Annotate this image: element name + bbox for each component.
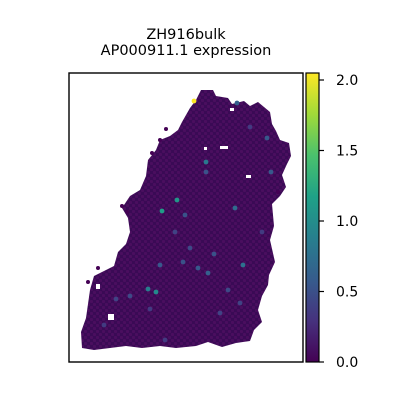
expression-spot [180, 259, 186, 265]
expression-spot [211, 251, 217, 257]
expression-spot [240, 262, 246, 268]
expression-spot [172, 229, 178, 235]
expression-spot [159, 208, 165, 214]
colorbar-tick-label: 0.0 [336, 355, 358, 371]
expression-spot [234, 100, 240, 106]
expression-spot [113, 296, 119, 302]
colorbar-tick-label: 1.0 [336, 214, 358, 230]
expression-spot [217, 310, 223, 316]
expression-spot [225, 287, 231, 293]
tissue-spots [81, 90, 291, 350]
expression-spot [264, 135, 270, 141]
plot-frame [68, 72, 304, 363]
chart-subtitle: AP000911.1 expression [100, 43, 272, 59]
expression-spot [153, 289, 159, 295]
chart-title: ZH916bulk [146, 27, 226, 43]
expression-spot [174, 197, 180, 203]
colorbar-tick-label: 0.5 [336, 285, 358, 301]
highlight-spots [101, 98, 274, 343]
expression-spot [237, 300, 243, 306]
expression-spot [145, 286, 151, 292]
expression-spot [203, 159, 209, 165]
colorbar-ticks: 0.0 0.5 1.0 1.5 2.0 [319, 73, 358, 371]
expression-spot [195, 265, 201, 271]
expression-spot [147, 306, 153, 312]
expression-spot [162, 337, 168, 343]
colorbar-tick-label: 1.5 [336, 144, 358, 160]
expression-spot [157, 262, 163, 268]
expression-spot [101, 322, 107, 328]
stray-spots [86, 127, 280, 284]
tissue-region [81, 90, 291, 350]
colorbar-frame [305, 72, 320, 363]
expression-spot [232, 205, 238, 211]
colorbar: 0.0 0.5 1.0 1.5 2.0 [305, 72, 358, 371]
expression-spot [247, 124, 253, 130]
colorbar-tick-label: 2.0 [336, 73, 358, 89]
expression-spot [268, 169, 274, 175]
expression-spot [127, 293, 133, 299]
expression-spot [259, 229, 265, 235]
expression-spot [187, 245, 193, 251]
colorbar-gradient [306, 73, 319, 362]
expression-spot [205, 270, 211, 276]
tissue-gaps [96, 108, 251, 320]
expression-spot [182, 212, 188, 218]
expression-spot [191, 98, 197, 104]
expression-spot [203, 169, 209, 175]
